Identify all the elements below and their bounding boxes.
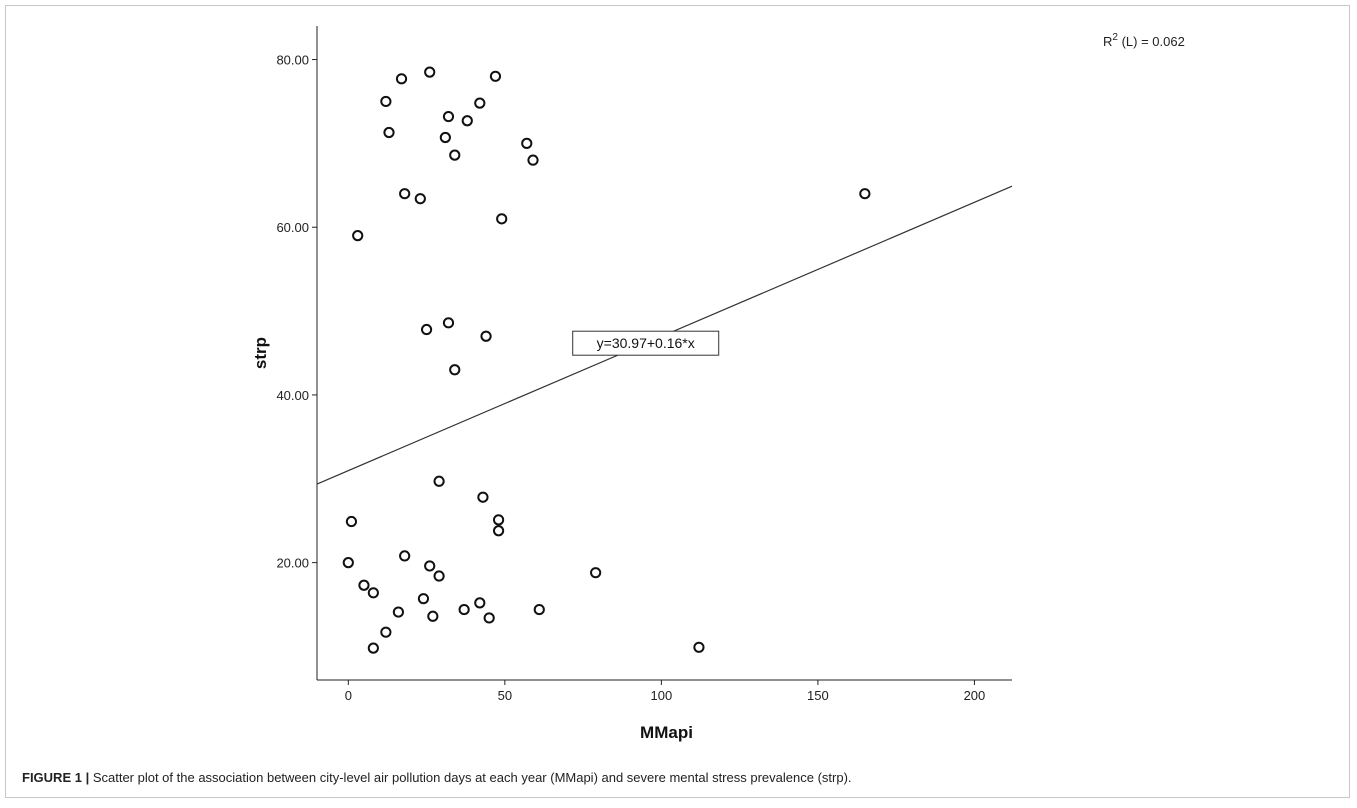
data-point (859, 188, 871, 200)
data-point (442, 110, 455, 123)
data-point (380, 626, 392, 638)
data-point (439, 131, 451, 144)
data-point (492, 514, 505, 526)
data-point (352, 230, 364, 242)
y-tick-label: 60.00 (276, 220, 309, 235)
data-point (474, 597, 486, 609)
caption-text: Scatter plot of the association between … (89, 770, 852, 785)
data-point (433, 570, 445, 582)
data-point (427, 610, 439, 622)
data-point (383, 126, 395, 139)
y-tick-label: 80.00 (276, 53, 309, 68)
data-point (449, 364, 461, 376)
data-point (367, 642, 379, 654)
x-tick-label: 50 (498, 688, 512, 703)
data-point (433, 475, 445, 487)
data-point (527, 154, 539, 166)
x-axis-title: MMapi (640, 723, 693, 742)
data-point (480, 330, 492, 342)
x-tick-label: 200 (964, 688, 986, 703)
data-point (392, 606, 404, 618)
figure-label: FIGURE 1 | (22, 770, 90, 785)
points-layer (342, 66, 871, 654)
data-point (342, 557, 354, 569)
x-tick-label: 150 (807, 688, 829, 703)
data-point (489, 70, 502, 82)
data-point (533, 603, 545, 616)
data-point (693, 641, 705, 653)
data-point (474, 97, 486, 109)
data-point (399, 188, 411, 200)
data-point (420, 323, 433, 336)
data-point (414, 193, 426, 205)
equation-label: y=30.97+0.16*x (597, 335, 695, 351)
data-point (417, 593, 430, 605)
regression-layer: y=30.97+0.16*x (316, 185, 1013, 485)
data-point (424, 66, 436, 78)
data-point (367, 587, 379, 599)
data-point (395, 73, 408, 85)
r-squared-label: R2 (L) = 0.062 (1103, 32, 1185, 49)
figure-frame (5, 5, 1350, 798)
data-point (358, 579, 370, 591)
data-point (458, 603, 470, 616)
data-point (345, 515, 358, 528)
data-point (477, 491, 489, 503)
equation-box (572, 330, 720, 356)
data-point (449, 149, 461, 161)
axes: 0 50 100 150 200 20.00 40.00 60.00 80.00 (276, 26, 1012, 703)
data-point (483, 612, 495, 624)
figure-caption: FIGURE 1 | Scatter plot of the associati… (22, 770, 852, 785)
data-point (492, 525, 505, 537)
data-point (442, 317, 455, 329)
x-tick-label: 100 (651, 688, 673, 703)
data-point (399, 550, 411, 562)
x-tick-label: 0 (345, 688, 352, 703)
data-point (461, 115, 473, 127)
y-tick-label: 20.00 (276, 556, 309, 571)
y-axis-title: strp (251, 337, 270, 369)
data-point (521, 137, 533, 149)
data-point (380, 95, 392, 108)
data-point (496, 213, 508, 225)
data-point (590, 567, 602, 579)
data-point (424, 560, 436, 572)
y-tick-label: 40.00 (276, 388, 309, 403)
